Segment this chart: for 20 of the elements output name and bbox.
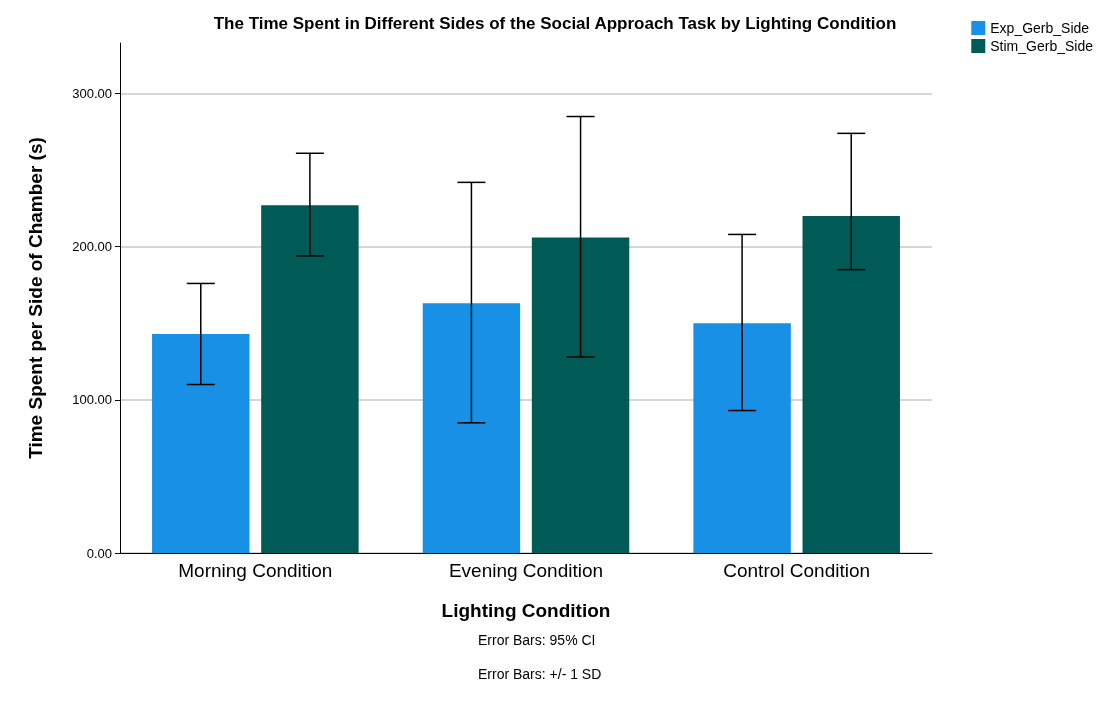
y-tick-label: 0.00 [86, 545, 112, 561]
x-tick-label: Evening Condition [448, 560, 604, 581]
bar [693, 323, 791, 553]
bar [261, 205, 359, 553]
bar [152, 333, 250, 553]
y-tick-label: 200.00 [72, 239, 112, 255]
text: Error Bars: 95% CI [478, 632, 596, 648]
legend-label: Exp_Gerb_Side [990, 20, 1090, 36]
text: Error Bars: +/- 1 SD [478, 666, 602, 682]
y-axis-title: Time Spent per Side of Chamber (s) [25, 137, 46, 459]
y-tick-label: 300.00 [72, 86, 112, 102]
chart-title: The Time Spent in Different Sides of the Social Approach Task by Lighting Condition [213, 14, 897, 33]
x-tick-label: Control Condition [723, 560, 871, 581]
bar [802, 216, 900, 553]
x-tick-label: Morning Condition [178, 560, 333, 581]
x-axis-title: Lighting Condition [441, 600, 611, 621]
bar [422, 303, 521, 553]
legend-label: Stim_Gerb_Side [990, 38, 1094, 54]
y-tick-label: 100.00 [72, 392, 112, 408]
bar [531, 237, 630, 553]
